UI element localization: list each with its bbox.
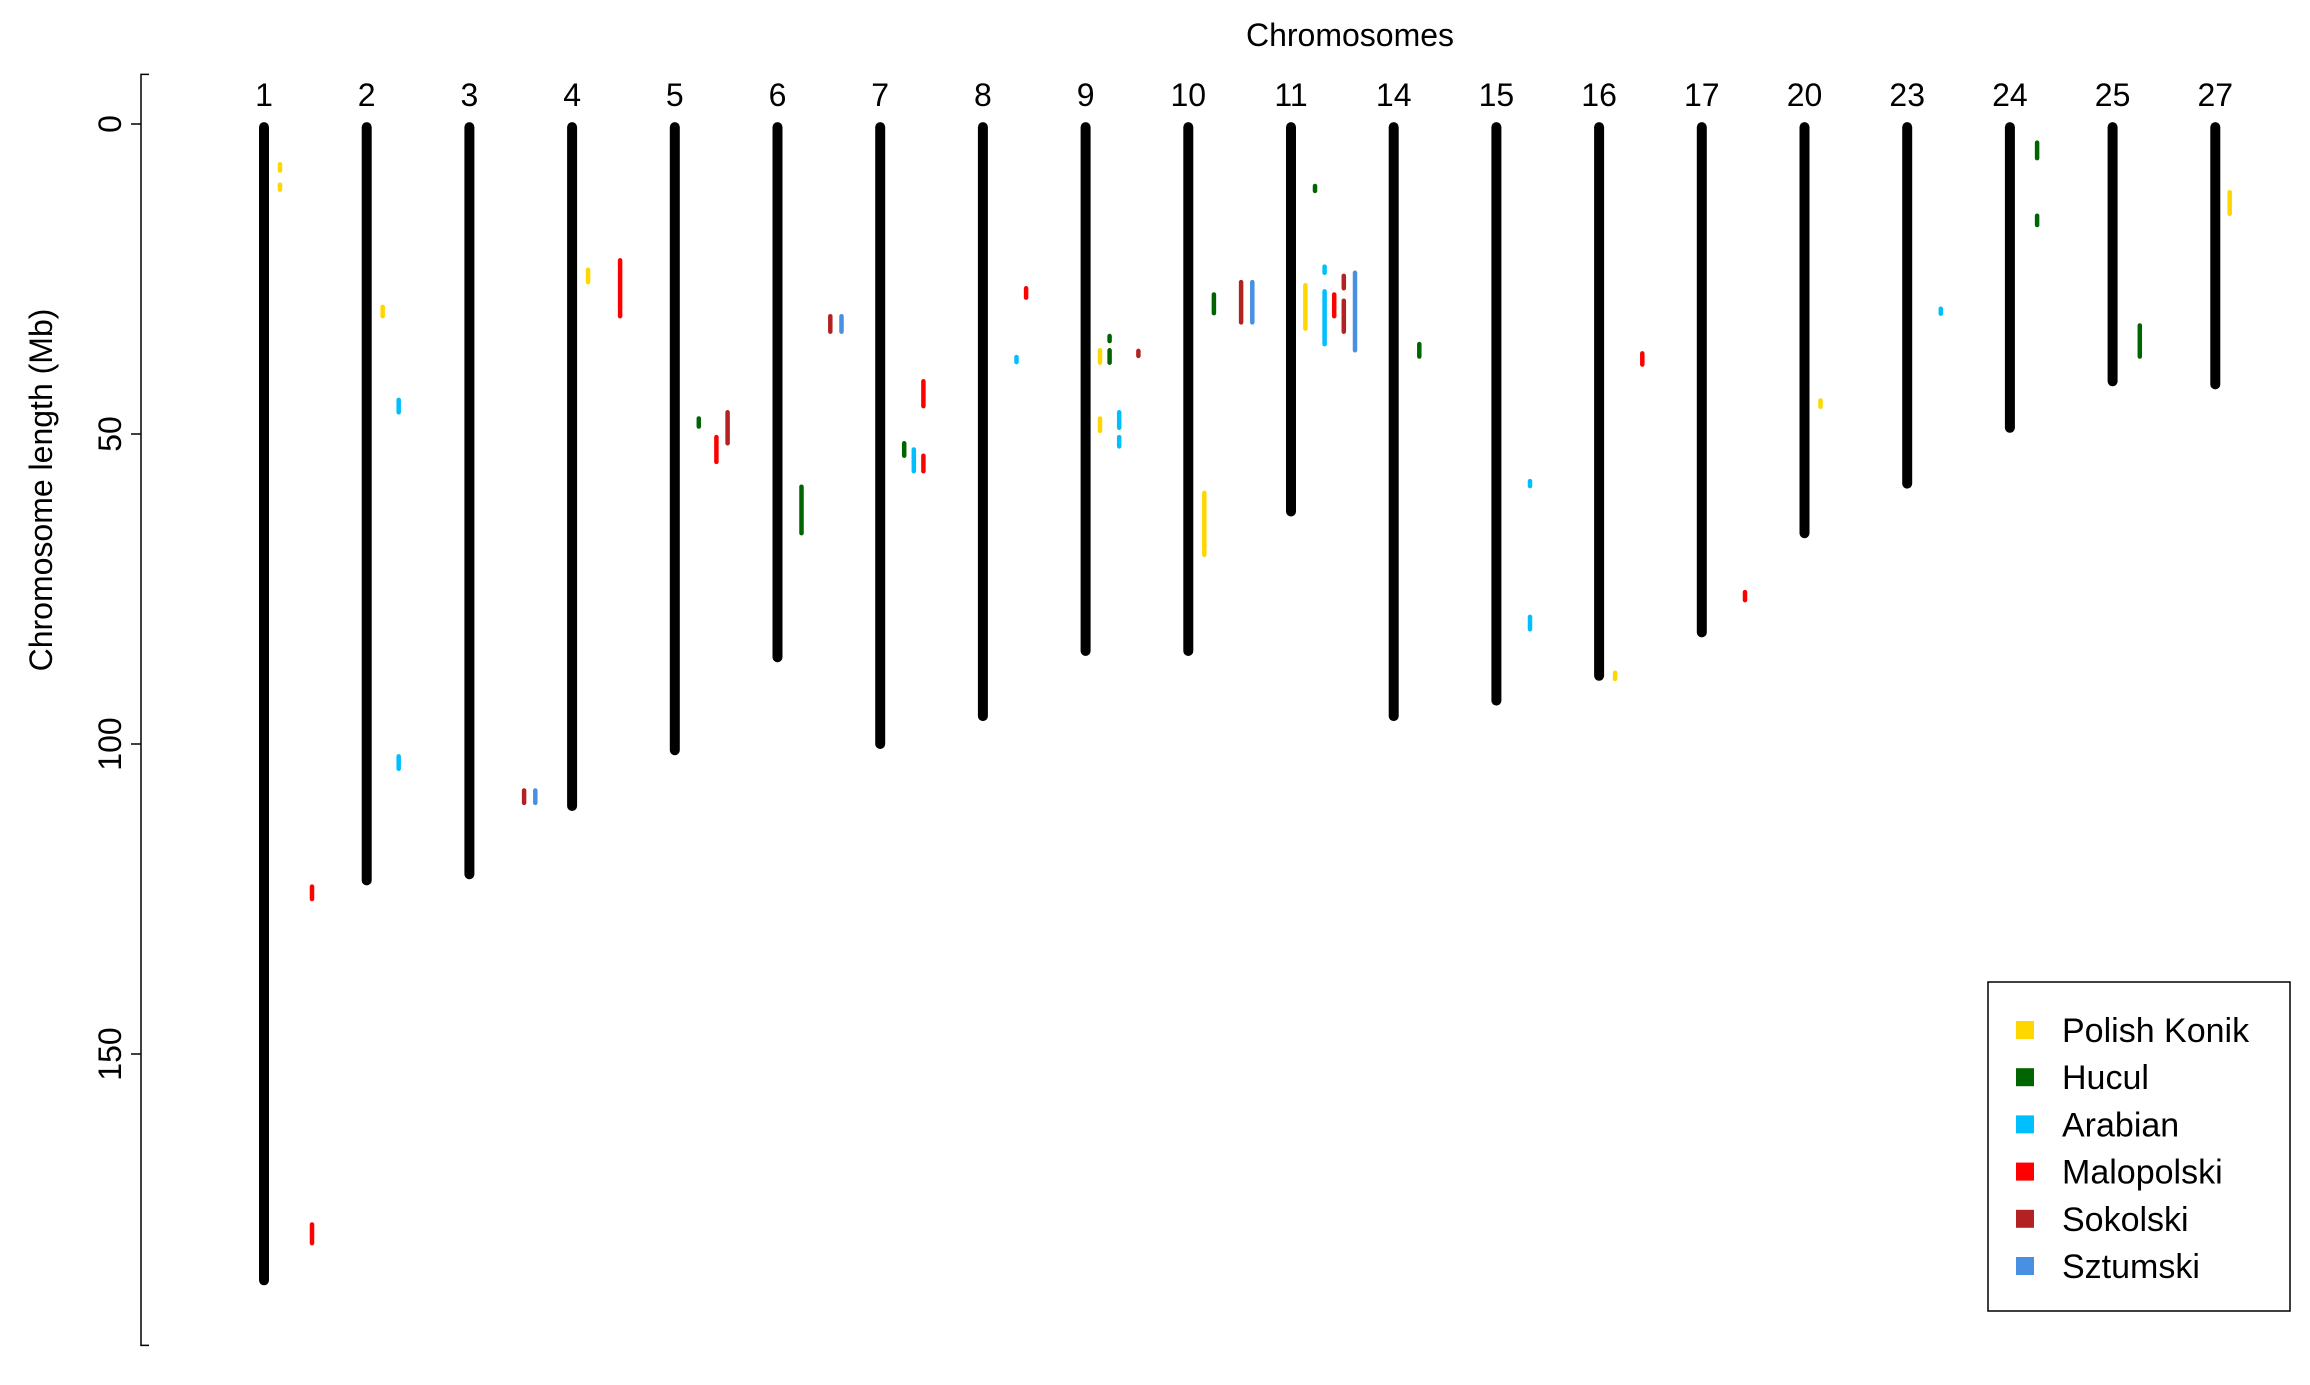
chromosome-label-2: 2 <box>358 77 376 113</box>
chromosome-label-3: 3 <box>461 77 479 113</box>
chromosome-label-6: 6 <box>769 77 787 113</box>
chromosome-label-7: 7 <box>871 77 889 113</box>
legend-label-sztumski: Sztumski <box>2062 1248 2200 1286</box>
y-tick-label: 150 <box>92 1027 128 1080</box>
chromosome-label-20: 20 <box>1787 77 1823 113</box>
legend-swatch-hucul <box>2016 1068 2034 1087</box>
y-tick-label: 0 <box>92 115 128 133</box>
legend-label-hucul: Hucul <box>2062 1059 2149 1097</box>
legend-swatch-sztumski <box>2016 1257 2034 1275</box>
chromosome-label-8: 8 <box>974 77 992 113</box>
y-axis-label: Chromosome length (Mb) <box>23 309 59 672</box>
chromosome-label-17: 17 <box>1684 77 1720 113</box>
chromosome-label-15: 15 <box>1479 77 1515 113</box>
y-axis: 0 50 100 150 <box>92 73 149 1347</box>
legend-label-sokolski: Sokolski <box>2062 1201 2189 1239</box>
chromosome-label-1: 1 <box>255 77 273 113</box>
chromosome-label-23: 23 <box>1889 77 1925 113</box>
y-axis-line <box>140 73 149 1347</box>
legend: Polish Konik Hucul Arabian Malopolski Sokols… <box>1987 981 2291 1312</box>
chromosome-group: 1 2 3 4 5 6 7 8 9 10 11 14 15 16 17 20 23 24 25 27 <box>255 77 2234 1286</box>
y-tick-label: 50 <box>92 416 128 452</box>
legend-swatch-sokolski <box>2016 1209 2034 1228</box>
chromosome-label-10: 10 <box>1171 77 1207 113</box>
chromosome-label-9: 9 <box>1077 77 1095 113</box>
chromosome-label-11: 11 <box>1274 77 1307 113</box>
chromosome-label-24: 24 <box>1992 77 2028 113</box>
legend-label-malopolski: Malopolski <box>2062 1154 2223 1192</box>
chart-title: Chromosomes <box>1246 17 1454 53</box>
legend-box <box>1987 981 2291 1312</box>
chromosome-label-14: 14 <box>1376 77 1412 113</box>
legend-label-arabian: Arabian <box>2062 1106 2179 1144</box>
chromosome-label-25: 25 <box>2095 77 2131 113</box>
chromosome-label-4: 4 <box>563 77 581 113</box>
legend-swatch-malopolski <box>2016 1162 2034 1181</box>
y-tick-label: 100 <box>92 717 128 770</box>
legend-swatch-arabian <box>2016 1115 2034 1134</box>
chromosome-label-27: 27 <box>2198 77 2234 113</box>
chromosome-label-16: 16 <box>1581 77 1617 113</box>
chromosome-label-5: 5 <box>666 77 684 113</box>
legend-label-polish-konik: Polish Konik <box>2062 1012 2250 1050</box>
legend-swatch-polish-konik <box>2016 1021 2034 1039</box>
